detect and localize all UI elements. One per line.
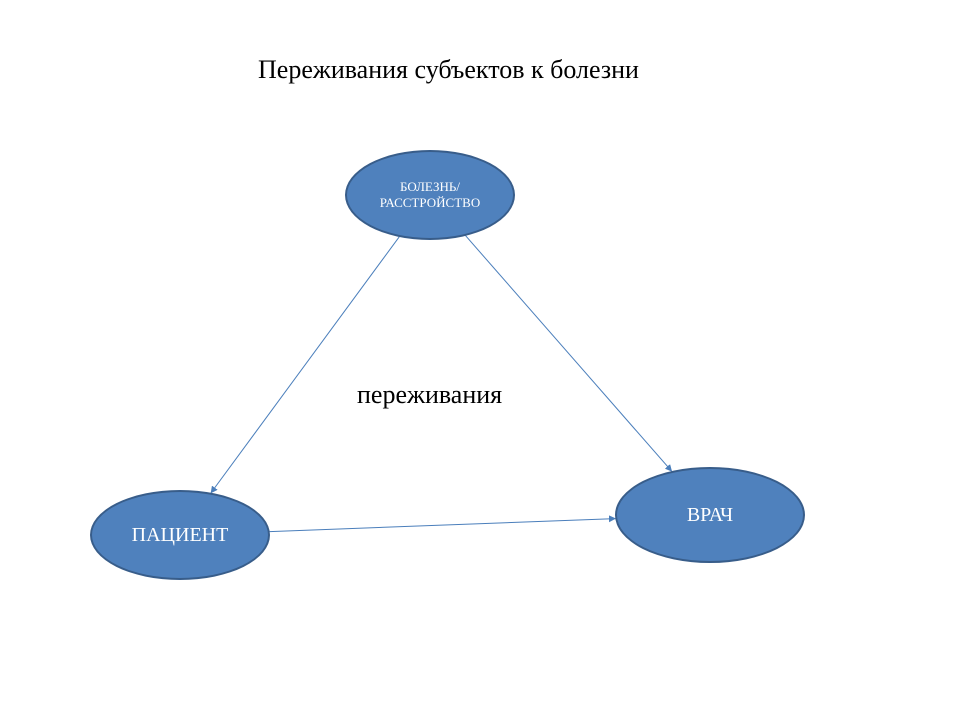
center-label: переживания — [357, 380, 502, 410]
diagram-title: Переживания субъектов к болезни — [258, 55, 639, 85]
node-doctor: ВРАЧ — [615, 467, 805, 563]
edge-disease-doctor — [466, 236, 672, 471]
edge-disease-patient — [211, 237, 399, 493]
diagram-edges — [0, 0, 960, 720]
node-patient-label: ПАЦИЕНТ — [132, 523, 229, 548]
node-doctor-label: ВРАЧ — [687, 503, 733, 528]
node-patient: ПАЦИЕНТ — [90, 490, 270, 580]
node-disease-label: БОЛЕЗНЬ/РАССТРОЙСТВО — [380, 179, 480, 212]
edge-patient-doctor — [270, 519, 616, 532]
node-disease: БОЛЕЗНЬ/РАССТРОЙСТВО — [345, 150, 515, 240]
